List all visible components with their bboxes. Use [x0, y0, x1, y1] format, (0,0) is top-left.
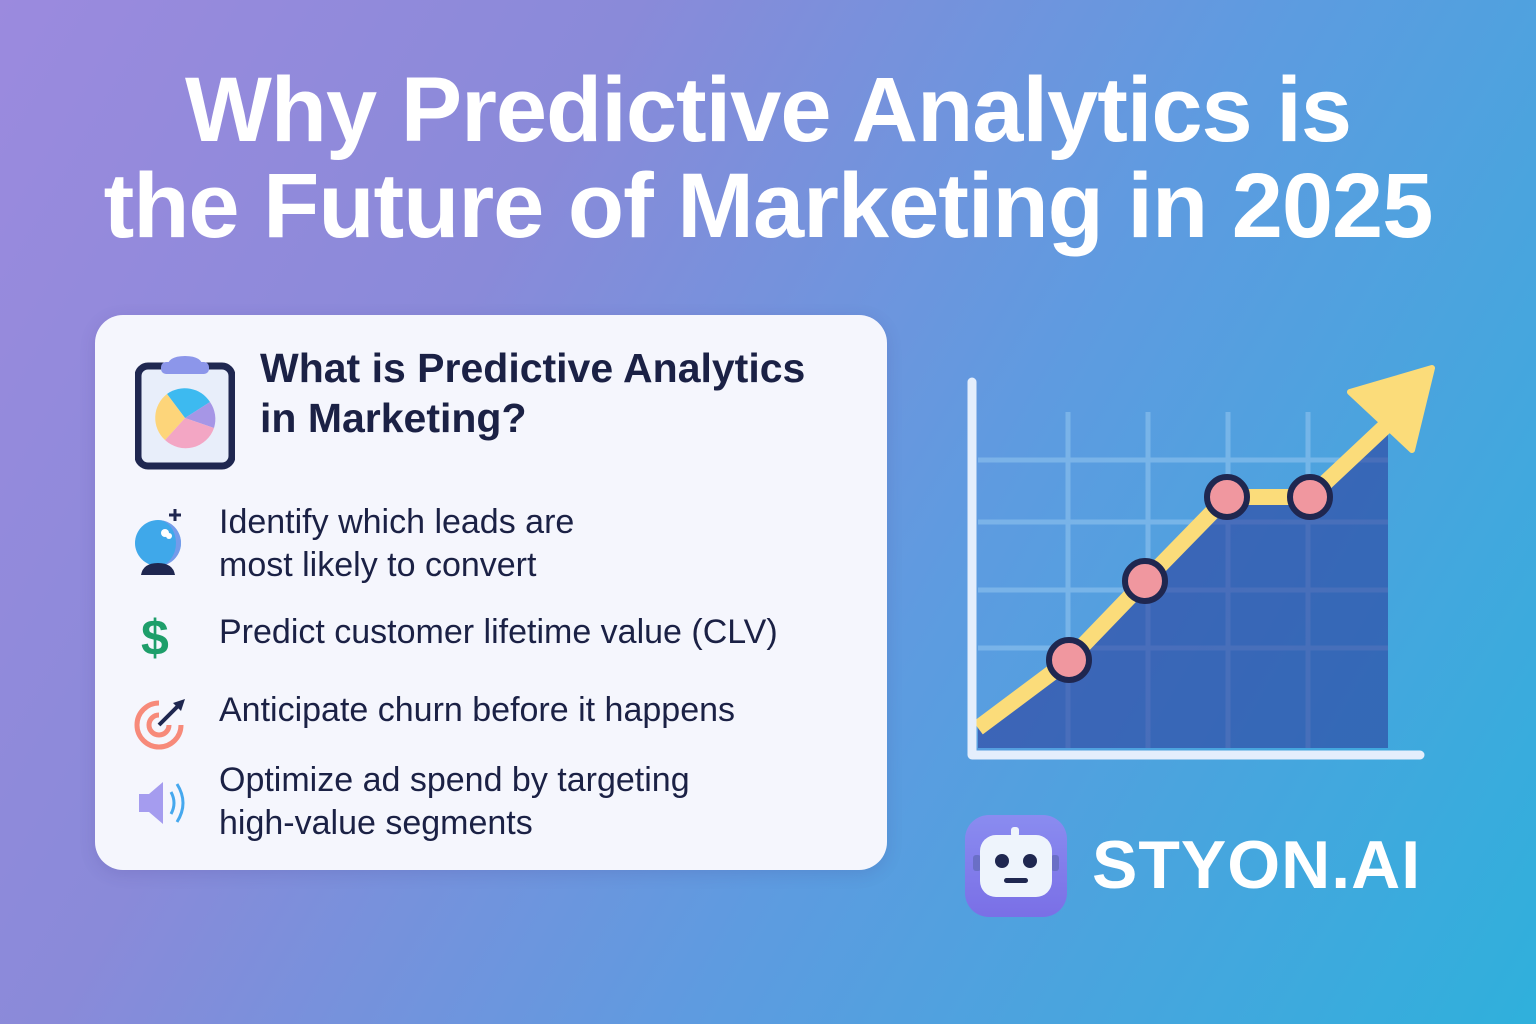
card-heading: What is Predictive Analytics in Marketin… [260, 343, 805, 443]
robot-logo-icon [965, 815, 1067, 917]
item-text-line-2: high-value segments [219, 804, 533, 842]
page-title: Why Predictive Analytics is the Future o… [0, 62, 1536, 254]
crystal-ball-icon [135, 509, 181, 575]
list-item-anticipate-churn: Anticipate churn before it happens [219, 689, 735, 732]
list-item-optimize-ad-spend: Optimize ad spend by targeting high-valu… [219, 759, 690, 845]
target-icon [134, 699, 185, 750]
chart-point [1046, 637, 1092, 683]
card-heading-line-1: What is Predictive Analytics [260, 345, 806, 391]
title-line-2: the Future of Marketing in 2025 [103, 155, 1434, 257]
list-item-identify-leads: Identify which leads are most likely to … [219, 501, 574, 587]
item-text-line-1: Optimize ad spend by targeting [219, 761, 690, 799]
item-text: Predict customer lifetime value (CLV) [219, 613, 778, 651]
chart-point [1122, 558, 1168, 604]
chart-point [1287, 474, 1333, 520]
brand-name: STYON.AI [1092, 827, 1422, 903]
clipboard-pie-chart-icon [135, 356, 235, 470]
chart-axes [967, 377, 1425, 760]
megaphone-icon [139, 782, 185, 824]
item-text-line-2: most likely to convert [219, 546, 537, 584]
list-item-predict-clv: Predict customer lifetime value (CLV) [219, 611, 778, 654]
dollar-icon: $ [141, 610, 169, 666]
item-text-line-1: Identify which leads are [219, 503, 575, 541]
item-text: Anticipate churn before it happens [219, 691, 736, 729]
title-line-1: Why Predictive Analytics is [184, 59, 1352, 161]
chart-arrowhead [1347, 365, 1435, 453]
chart-point [1204, 474, 1250, 520]
card-heading-line-2: in Marketing? [260, 395, 527, 441]
